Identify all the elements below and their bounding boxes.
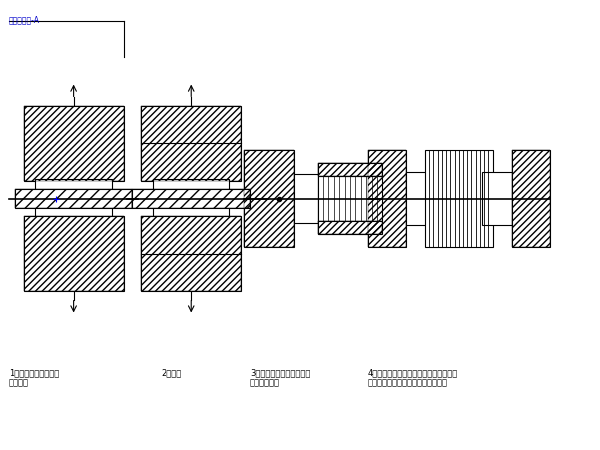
Bar xyxy=(317,163,382,176)
Bar xyxy=(317,220,382,234)
Bar xyxy=(425,150,493,247)
Bar xyxy=(15,189,133,208)
Bar xyxy=(368,150,406,247)
Bar xyxy=(141,216,241,291)
Bar xyxy=(35,179,112,190)
Bar xyxy=(133,189,250,208)
Bar xyxy=(317,163,382,176)
Bar xyxy=(368,150,406,247)
Bar xyxy=(244,150,294,247)
Bar xyxy=(23,106,124,181)
Bar xyxy=(512,150,550,247)
Bar xyxy=(482,172,512,225)
Bar xyxy=(141,216,241,291)
Bar xyxy=(23,106,124,181)
Bar xyxy=(317,176,382,220)
Bar xyxy=(317,163,382,234)
Bar xyxy=(294,174,317,223)
Bar xyxy=(406,172,435,225)
Text: 1、用直螺纹套丝机夹
紧钢筋端: 1、用直螺纹套丝机夹 紧钢筋端 xyxy=(9,368,59,388)
Bar xyxy=(15,189,133,208)
Bar xyxy=(23,216,124,291)
Bar xyxy=(141,106,241,181)
Bar xyxy=(244,150,294,247)
Text: 3、用直螺纹套丝机对钢筋
端部进行车丝: 3、用直螺纹套丝机对钢筋 端部进行车丝 xyxy=(250,368,310,388)
Bar xyxy=(153,179,229,190)
Bar xyxy=(153,207,229,218)
Bar xyxy=(512,150,550,247)
Text: 2、套筒: 2、套筒 xyxy=(162,368,182,377)
Bar xyxy=(35,207,112,218)
Bar xyxy=(133,189,250,208)
Bar xyxy=(141,106,241,181)
Text: 钻孔桩钢筋-A: 钻孔桩钢筋-A xyxy=(9,16,40,25)
Text: 4、用直螺纹套筒对两根已车丝钢筋进行
连接，先在一个直螺纹套筒端部施工: 4、用直螺纹套筒对两根已车丝钢筋进行 连接，先在一个直螺纹套筒端部施工 xyxy=(368,368,458,388)
Bar xyxy=(23,216,124,291)
Bar xyxy=(317,220,382,234)
